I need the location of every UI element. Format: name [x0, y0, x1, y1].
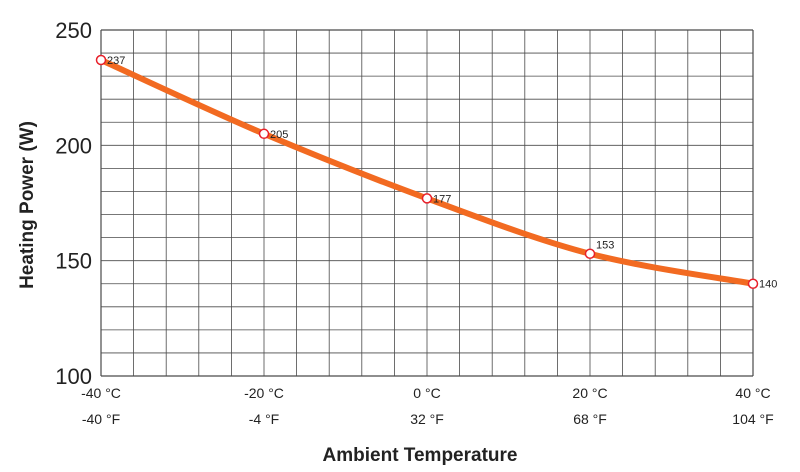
data-label: 140 — [759, 279, 777, 291]
y-tick-label: 100 — [55, 364, 92, 389]
y-tick-label: 250 — [55, 18, 92, 43]
series: 237 205 177 153 140 — [95, 54, 777, 291]
data-point — [258, 128, 270, 140]
y-axis-title: Heating Power (W) — [17, 121, 38, 289]
data-label: 153 — [596, 240, 614, 252]
x-axis-title: Ambient Temperature — [323, 445, 518, 466]
y-tick-label: 150 — [55, 249, 92, 274]
x-tick-label-celsius: 40 °C — [735, 385, 770, 401]
data-label: 237 — [107, 55, 125, 67]
data-point — [95, 54, 107, 66]
x-tick-label-celsius: -40 °C — [81, 385, 121, 401]
x-tick-label-celsius: 0 °C — [413, 385, 440, 401]
y-tick-label: 200 — [55, 133, 92, 158]
x-tick-label-celsius: 20 °C — [572, 385, 607, 401]
x-tick-label-fahrenheit: -4 °F — [249, 411, 280, 427]
x-tick-label-fahrenheit: 32 °F — [410, 411, 444, 427]
x-tick-label-fahrenheit: 68 °F — [573, 411, 607, 427]
x-tick-label-fahrenheit: -40 °F — [82, 411, 120, 427]
x-tick-label-celsius: -20 °C — [244, 385, 284, 401]
x-tick-label-fahrenheit: 104 °F — [732, 411, 773, 427]
data-point — [747, 278, 759, 289]
data-point — [584, 248, 596, 259]
data-label: 205 — [270, 129, 288, 141]
data-point — [421, 193, 433, 204]
y-tick-labels: 100 150 200 250 — [55, 18, 92, 389]
data-label: 177 — [433, 193, 451, 205]
grid — [100, 29, 754, 377]
x-tick-labels: -40 °C -40 °F -20 °C -4 °F 0 °C 32 °F 20 °C 68 … — [81, 385, 774, 427]
